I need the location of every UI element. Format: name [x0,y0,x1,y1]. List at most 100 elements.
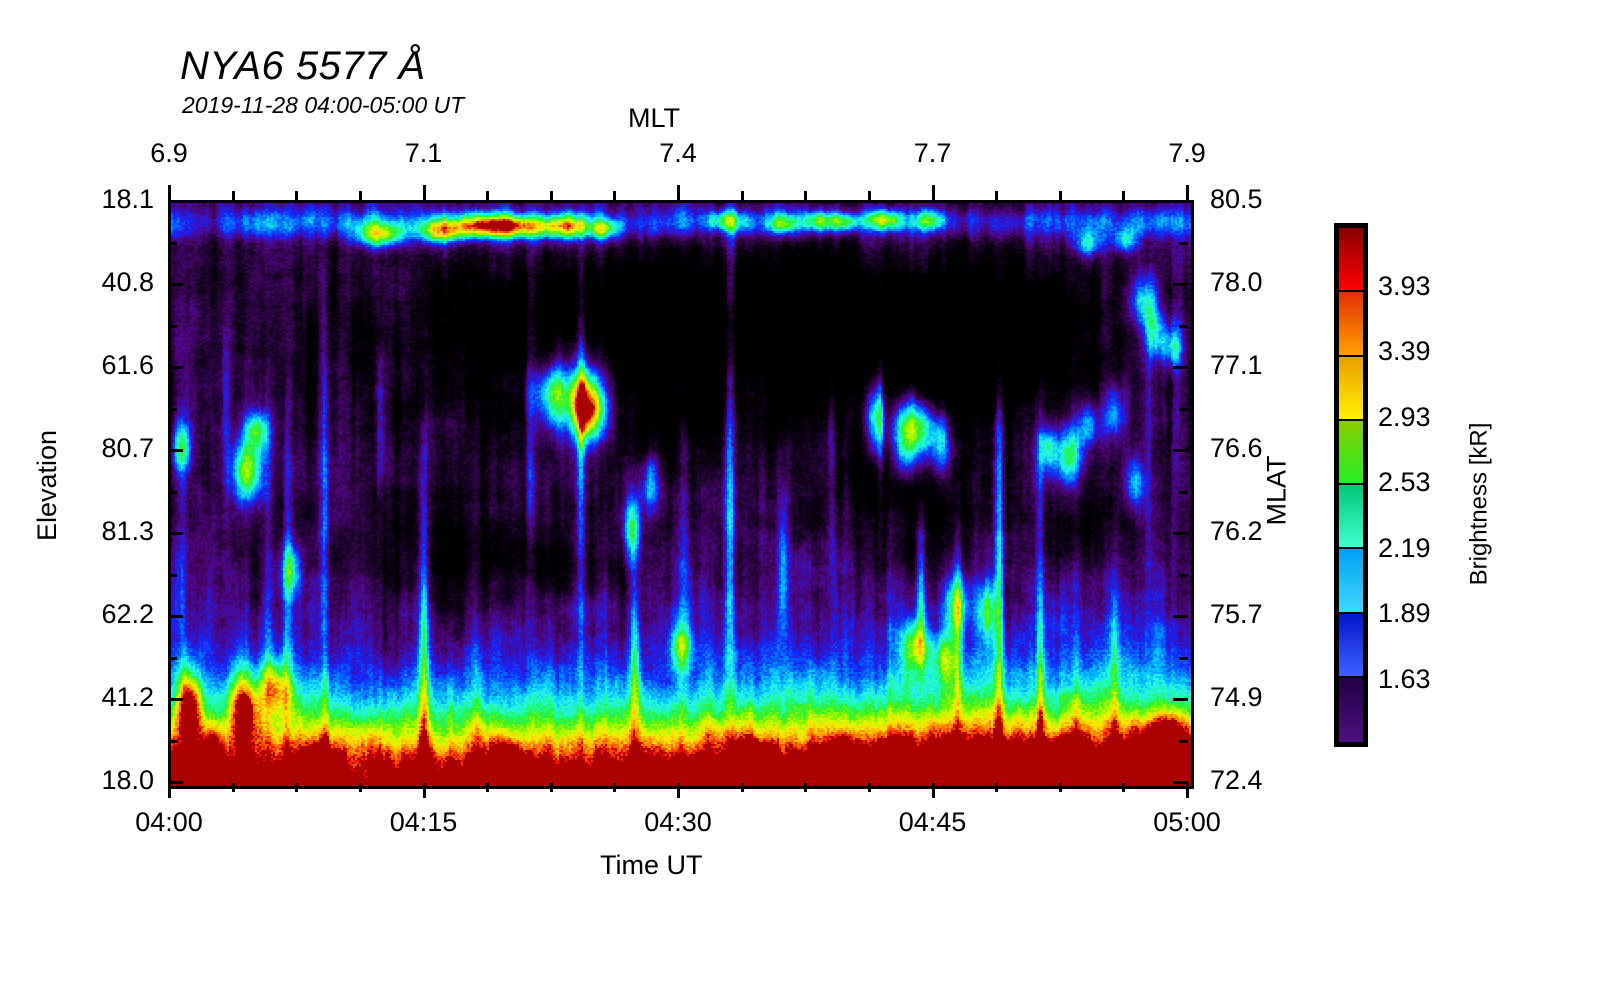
y-axis-title: Elevation [32,429,63,542]
colorbar-tick-label: 2.93 [1378,401,1431,432]
y-tick-minor [168,241,177,245]
x2-tick-major [677,185,680,200]
y2-tick-major [1173,698,1188,701]
y2-tick-major [1173,283,1188,286]
x-tick-minor [1122,783,1126,792]
x2-tick-label: 6.9 [150,138,188,168]
y-tick-label: 62.2 [101,599,154,629]
y2-tick-label: 74.9 [1210,682,1263,712]
colorbar-tick-label: 2.19 [1378,532,1431,563]
y-tick-major [168,366,183,369]
y2-tick-major [1173,449,1188,452]
x-tick-minor [549,783,553,792]
y-tick-major [168,449,183,452]
y2-tick-minor [1179,324,1188,328]
x2-tick-minor [740,191,744,200]
colorbar-tick-label: 3.93 [1378,270,1431,301]
colorbar-band [1339,420,1363,485]
x2-tick-major [422,185,426,200]
x-axis-title: Time UT [600,850,703,880]
colorbar-band [1339,485,1363,550]
y2-tick-major [1173,200,1188,203]
x-tick-label: 04:45 [898,807,967,837]
x2-tick-minor [867,191,871,200]
colorbar-band [1339,677,1363,742]
x-tick-major [422,783,426,798]
x2-tick-label: 7.7 [913,138,952,168]
colorbar-tick-label: 1.63 [1378,663,1431,694]
x2-tick-minor [1058,191,1062,200]
x2-tick-label: 7.1 [404,138,443,168]
y2-tick-minor [1179,739,1188,743]
y2-tick-minor [1179,407,1188,411]
y-tick-minor [168,739,177,743]
y2-tick-label: 75.7 [1210,599,1263,629]
page-subtitle: 2019-11-28 04:00-05:00 UT [182,92,465,118]
y-tick-major [168,698,183,701]
y-tick-label: 41.2 [101,682,154,712]
x-tick-label: 05:00 [1153,807,1221,837]
right-axis-title: MLAT [1261,455,1292,526]
y2-tick-minor [1179,573,1188,577]
y-tick-label: 61.6 [101,350,154,380]
colorbar-band [1339,549,1363,614]
colorbar-band [1339,356,1363,421]
y-tick-label: 40.8 [101,267,154,297]
x-tick-minor [867,783,871,792]
x-tick-minor [295,783,299,792]
colorbar-tick-label: 3.39 [1378,336,1431,366]
y2-tick-label: 80.5 [1210,184,1263,214]
y-tick-major [168,200,183,203]
page-title: NYA6 5577 Å [180,44,426,88]
x2-tick-minor [549,191,553,200]
colorbar-tick-label: 1.89 [1378,598,1431,628]
x-tick-minor [1058,783,1062,792]
y2-tick-label: 76.2 [1210,516,1263,546]
y2-tick-major [1173,615,1188,618]
y2-tick-minor [1179,656,1188,660]
y-tick-label: 80.7 [101,433,154,463]
x-tick-minor [804,783,808,792]
y2-tick-major [1173,366,1188,369]
x2-tick-minor [295,191,299,200]
y-tick-major [168,532,183,535]
y-tick-label: 18.1 [101,184,154,214]
keogram-plot-area [168,200,1194,789]
y2-tick-minor [1179,241,1188,245]
x-tick-minor [231,783,235,792]
x2-tick-label: 7.9 [1168,138,1206,168]
top-axis-title: MLT [628,103,680,133]
y2-tick-major [1173,532,1188,535]
x2-tick-major [931,185,935,200]
y-tick-minor [168,490,177,494]
y-tick-major [168,283,183,286]
x2-tick-minor [995,191,999,200]
x-tick-label: 04:30 [644,807,712,837]
colorbar-band [1339,292,1363,357]
colorbar-band [1339,613,1363,678]
y2-tick-minor [1179,490,1188,494]
x-tick-minor [613,783,617,792]
x-tick-minor [995,783,999,792]
colorbar-tick-label: 2.53 [1378,467,1431,497]
y-tick-minor [168,573,177,577]
x-tick-label: 04:00 [135,807,203,837]
x2-tick-minor [804,191,808,200]
x2-tick-label: 7.4 [659,138,697,168]
y-tick-major [168,615,183,618]
y-tick-minor [168,324,177,328]
x2-tick-major [168,185,171,200]
colorbar-band [1339,228,1363,293]
x-tick-minor [740,783,744,792]
x-tick-major [677,783,680,798]
x-tick-minor [486,783,490,792]
x2-tick-minor [358,191,362,200]
y2-tick-label: 72.4 [1210,765,1263,795]
colorbar [1334,223,1368,747]
x2-tick-major [1186,185,1189,200]
x-tick-label: 04:15 [389,807,458,837]
y2-tick-label: 77.1 [1210,350,1263,380]
x2-tick-minor [1122,191,1126,200]
x2-tick-minor [231,191,235,200]
y2-tick-major [1173,781,1188,784]
